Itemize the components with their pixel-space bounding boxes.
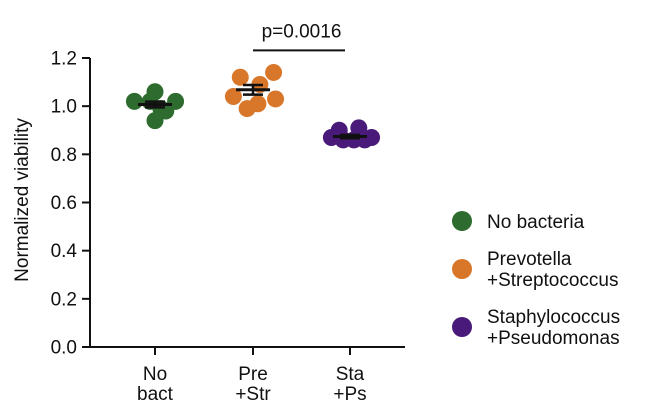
legend-label: +Pseudomonas bbox=[487, 328, 620, 349]
mean-sem-bars bbox=[138, 83, 367, 140]
x-tick-label: Pre bbox=[238, 364, 268, 385]
legend-item: Staphylococcus+Pseudomonas bbox=[452, 307, 620, 349]
y-tick-label: 0.2 bbox=[51, 289, 77, 310]
legend-label: Prevotella bbox=[487, 249, 572, 270]
legend-marker bbox=[452, 317, 472, 337]
y-tick-label: 1.0 bbox=[51, 97, 77, 118]
legend-label: No bacteria bbox=[487, 212, 585, 233]
data-point bbox=[125, 92, 143, 110]
y-tick-label: 0.0 bbox=[51, 338, 77, 359]
data-point bbox=[249, 95, 267, 113]
y-tick-label: 0.6 bbox=[51, 193, 77, 214]
legend-marker bbox=[452, 211, 472, 231]
y-ticks: 0.0 0.2 0.4 0.6 0.8 1.0 1.2 bbox=[51, 49, 90, 359]
legend: No bacteria Prevotella+Streptococcus Staph… bbox=[452, 211, 620, 349]
data-point bbox=[231, 68, 249, 86]
y-tick-label: 0.4 bbox=[51, 241, 78, 262]
data-point bbox=[146, 112, 164, 130]
data-point bbox=[265, 63, 283, 81]
x-tick-label: No bbox=[143, 364, 167, 385]
data-point bbox=[363, 128, 381, 146]
x-tick-label: Sta bbox=[336, 364, 365, 385]
y-tick-label: 1.2 bbox=[51, 49, 77, 70]
x-tick-label: +Ps bbox=[333, 384, 366, 404]
legend-label: Staphylococcus bbox=[487, 307, 620, 328]
data-point bbox=[224, 88, 242, 106]
data-point bbox=[146, 83, 164, 101]
p-value-label: p=0.0016 bbox=[262, 21, 342, 42]
data-point bbox=[267, 90, 285, 108]
legend-label: +Streptococcus bbox=[487, 270, 619, 291]
y-tick-label: 0.8 bbox=[51, 145, 77, 166]
legend-marker bbox=[452, 259, 472, 279]
y-axis-label: Normalized viability bbox=[12, 118, 33, 282]
significance-annotation: p=0.0016 bbox=[253, 21, 345, 52]
data-point bbox=[167, 92, 185, 110]
legend-item: No bacteria bbox=[452, 211, 585, 233]
legend-item: Prevotella+Streptococcus bbox=[452, 249, 619, 291]
x-tick-label: +Str bbox=[235, 384, 271, 404]
x-tick-label: bact bbox=[137, 384, 174, 404]
